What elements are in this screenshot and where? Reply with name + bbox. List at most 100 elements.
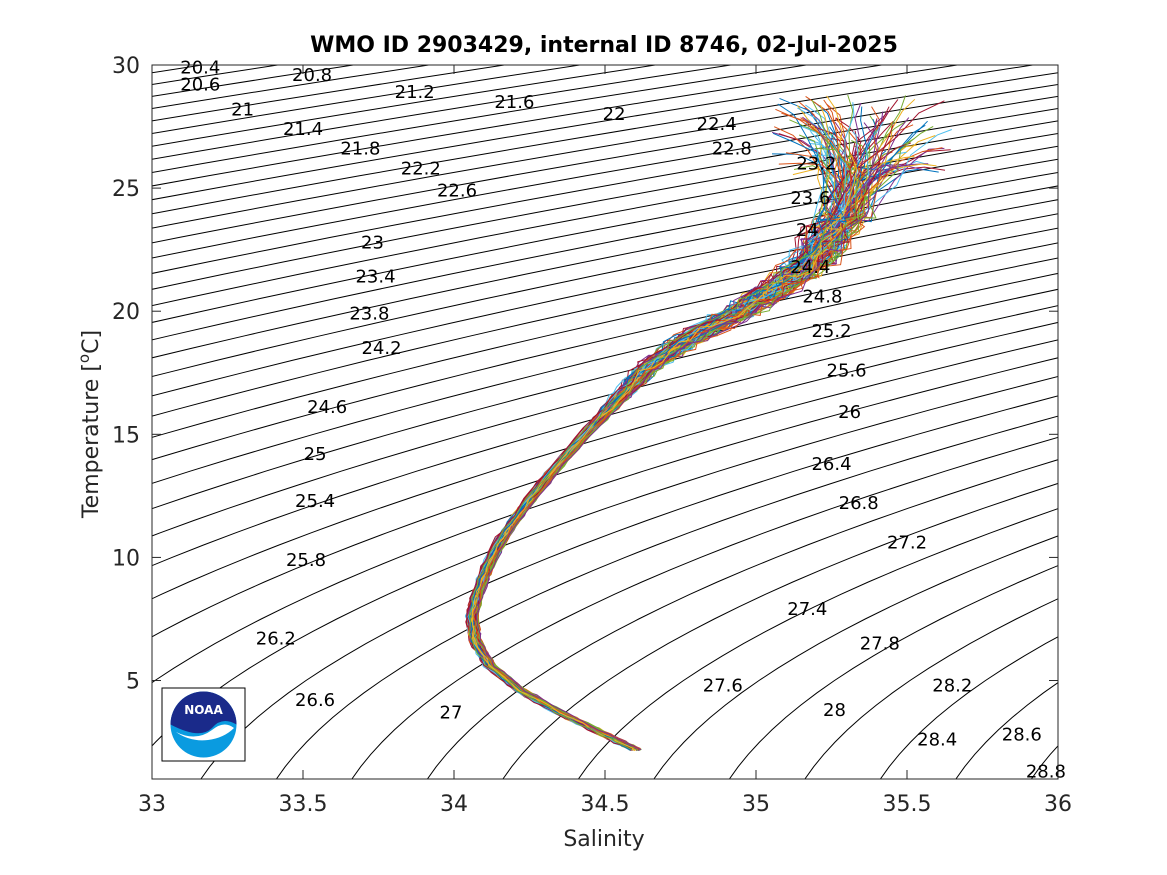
isopycnal-label: 25: [304, 444, 327, 465]
isopycnal-line: [152, 376, 1058, 747]
isopycnal-label: 23: [361, 232, 384, 253]
isopycnal-label: 24.4: [790, 257, 830, 278]
isopycnal-line: [152, 72, 1058, 229]
y-tick-label: 20: [112, 300, 140, 325]
y-axis-label-sup: o: [75, 354, 93, 363]
isopycnal-label: 27.4: [787, 599, 827, 620]
x-axis-ticks: 33 33.5 34 34.5 35 35.5 36: [138, 65, 1072, 817]
isopycnal-label: 23.6: [790, 188, 830, 209]
noaa-logo: NOAA: [161, 687, 246, 762]
isopycnal-label: 23.2: [796, 154, 836, 175]
profile-line: [471, 155, 858, 751]
y-axis-label: Temperature [oC]: [75, 330, 104, 519]
isopycnal-line: [804, 598, 1058, 779]
isopycnal-label: 23.4: [355, 267, 395, 288]
x-axis-label: Salinity: [563, 827, 644, 852]
isopycnal-line: [152, 321, 1058, 600]
y-tick-label: 25: [112, 177, 140, 202]
isopycnal-line: [577, 508, 1058, 779]
isopycnal-line: [351, 436, 1058, 779]
isopycnal-line: [152, 357, 1058, 684]
isopycnal-label: 25.4: [295, 491, 335, 512]
x-tick-label: 34: [440, 792, 468, 817]
x-tick-label: 33: [138, 792, 166, 817]
isopycnal-line: [275, 415, 1058, 779]
isopycnal-label: 23.8: [349, 304, 389, 325]
isopycnal-line: [502, 482, 1058, 779]
isopycnal-line: [152, 272, 1058, 510]
isopycnal-label: 28.4: [917, 730, 957, 751]
isopycnal-label: 21: [231, 99, 254, 120]
isopycnal-line: [152, 305, 1058, 567]
isopycnal-lines: [152, 65, 1058, 779]
chart-title: WMO ID 2903429, internal ID 8746, 02-Jul…: [310, 33, 898, 58]
isopycnal-label: 28.6: [1002, 725, 1042, 746]
y-tick-label: 15: [112, 423, 140, 448]
isopycnal-label: 27: [440, 703, 463, 724]
isopycnal-line: [152, 339, 1058, 638]
isopycnal-label: 27.2: [887, 533, 927, 554]
isopycnal-label: 24.2: [361, 338, 401, 359]
isopycnal-label: 25.8: [286, 550, 326, 571]
isopycnal-labels: 20.420.6 20.8 21 21.2 21.4 21.6 21.8 22 22.2 22.4…: [180, 58, 1066, 783]
y-tick-label: 5: [126, 670, 140, 695]
isopycnal-line: [879, 636, 1058, 779]
x-tick-label: 33.5: [279, 792, 328, 817]
isopycnal-label: 25.6: [827, 360, 867, 381]
x-tick-label: 35.5: [883, 792, 932, 817]
isopycnal-line: [152, 145, 1058, 323]
isopycnal-label: 24: [796, 220, 819, 241]
isopycnal-label: 22.6: [437, 181, 477, 202]
noaa-logo-text: NOAA: [184, 703, 223, 717]
isopycnal-line: [152, 242, 1058, 461]
isopycnal-line: [200, 395, 1058, 779]
y-tick-label: 30: [112, 54, 140, 79]
x-tick-label: 34.5: [581, 792, 630, 817]
isopycnal-line: [152, 257, 1058, 484]
isopycnal-line: [152, 65, 1037, 215]
isopycnal-label: 24.6: [307, 397, 347, 418]
profile-line: [468, 99, 829, 750]
isopycnal-line: [152, 227, 1058, 438]
isopycnal-label: 22.8: [712, 139, 752, 160]
isopycnal-label: 26.8: [839, 493, 879, 514]
isopycnal-line: [653, 535, 1058, 779]
isopycnal-label: 24.8: [802, 286, 842, 307]
y-axis-label-main: Temperature [: [79, 363, 104, 519]
isopycnal-label: 28.8: [1026, 762, 1066, 783]
isopycnal-label: 26.4: [811, 454, 851, 475]
isopycnal-line: [152, 83, 1058, 244]
isopycnal-label: 25.2: [811, 321, 851, 342]
isopycnal-label: 22.2: [401, 158, 441, 179]
profile-line: [476, 122, 879, 751]
isopycnal-line: [152, 95, 1058, 259]
isopycnal-line: [152, 120, 1058, 290]
isopycnal-line: [152, 65, 810, 173]
isopycnal-line: [152, 65, 961, 201]
isopycnal-label: 21.6: [494, 92, 534, 113]
isopycnal-label: 27.6: [703, 675, 743, 696]
isopycnal-label: 21.4: [283, 119, 323, 140]
x-tick-label: 35: [742, 792, 770, 817]
isopycnal-label: 22.4: [697, 114, 737, 135]
isopycnal-label: 21.8: [340, 139, 380, 160]
isopycnal-line: [152, 65, 886, 187]
isopycnal-label: 20.4: [180, 58, 220, 79]
y-tick-label: 10: [112, 546, 140, 571]
isopycnal-label: 28: [823, 700, 846, 721]
isopycnal-line: [152, 108, 1058, 274]
isopycnal-label: 20.8: [292, 65, 332, 86]
profile-line: [468, 132, 847, 751]
x-tick-label: 36: [1044, 792, 1072, 817]
y-axis-ticks: 5 10 15 20 25 30: [112, 54, 1058, 695]
isopycnal-label: 26.6: [295, 690, 335, 711]
isopycnal-label: 21.2: [395, 82, 435, 103]
isopycnal-label: 27.8: [860, 634, 900, 655]
profile-line: [466, 100, 945, 750]
isopycnal-label: 22: [603, 104, 626, 125]
isopycnal-line: [728, 565, 1058, 779]
isopycnal-label: 28.2: [932, 675, 972, 696]
isopycnal-line: [152, 158, 1058, 341]
float-profiles: [464, 94, 952, 752]
